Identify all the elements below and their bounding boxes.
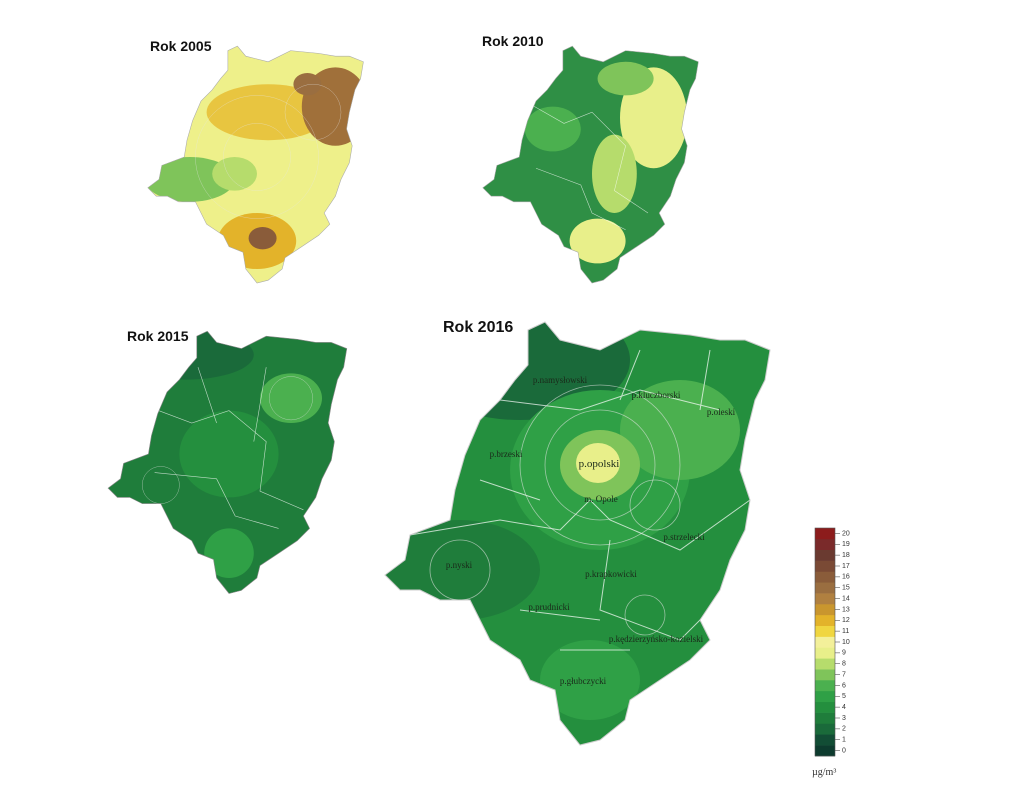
district-label: p.prudnicki [528, 602, 570, 612]
map-title: Rok 2015 [127, 328, 189, 344]
legend-tick-label: 18 [842, 552, 850, 559]
legend-swatch [815, 571, 835, 583]
legend-tick-label: 13 [842, 606, 850, 613]
legend-tick-label: 14 [842, 595, 850, 602]
legend-tick-label: 2 [842, 726, 846, 733]
district-label: p.kędzierzyńsko-kozielski [609, 634, 704, 644]
district-label: p.namysłowski [533, 375, 588, 385]
legend-swatch [815, 538, 835, 551]
legend-tick-label: 6 [842, 682, 846, 689]
legend-tick-label: 0 [842, 747, 846, 754]
legend-frame [814, 527, 836, 757]
map-title: Rok 2005 [150, 38, 212, 54]
legend-swatch [815, 734, 835, 746]
legend-swatch [815, 647, 835, 659]
district-labels: p.namysłowski p.kluczborski p.oleski p.b… [446, 375, 736, 686]
district-label: p.oleski [707, 407, 736, 417]
legend-tick-label: 11 [842, 628, 849, 635]
legend-swatch [815, 614, 835, 627]
map-2005 [147, 45, 364, 284]
legend-tick-label: 7 [842, 671, 846, 678]
map-2010 [482, 45, 699, 284]
legend-swatch [815, 745, 835, 757]
legend-swatch [815, 712, 835, 724]
district-label: p.krapkowicki [585, 569, 637, 579]
district-label: p.strzelecki [663, 532, 705, 542]
legend-tick-label: 12 [842, 617, 850, 624]
legend-swatch [815, 680, 835, 692]
legend-swatch [815, 560, 835, 572]
legend-swatch [815, 604, 835, 616]
legend-swatch [815, 582, 835, 594]
legend-swatch [815, 549, 835, 561]
legend-tick-label: 16 [842, 574, 850, 581]
district-label: p.nyski [446, 560, 473, 570]
map-title: Rok 2010 [482, 33, 544, 49]
legend-tick-label: 8 [842, 661, 846, 668]
legend-swatch [815, 625, 835, 637]
legend-swatch [815, 658, 835, 670]
legend-swatch [815, 669, 835, 681]
legend-tick-label: 17 [842, 563, 850, 570]
district-label: p.opolski [579, 458, 620, 470]
legend-swatch [815, 701, 835, 713]
legend-tick-label: 10 [842, 639, 850, 646]
legend-unit: µg/m³ [812, 767, 836, 778]
legend-swatch [815, 636, 835, 648]
legend-swatch [815, 723, 835, 735]
legend-swatch [815, 690, 835, 703]
district-label: m. Opole [584, 494, 618, 504]
legend-tick-label: 20 [842, 530, 850, 537]
legend-tick-label: 15 [842, 585, 850, 592]
legend-swatch [815, 593, 835, 605]
district-label: p.głubczycki [560, 676, 607, 686]
legend-tick-label: 5 [842, 693, 846, 700]
legend-tick-label: 4 [842, 704, 846, 711]
district-label: p.brzeski [490, 449, 523, 459]
legend-swatch [815, 528, 835, 540]
legend-tick-label: 9 [842, 650, 846, 657]
legend-tick-label: 1 [842, 737, 846, 744]
district-label: p.kluczborski [632, 390, 681, 400]
legend-tick-label: 3 [842, 715, 846, 722]
legend-tick-label: 19 [842, 541, 850, 548]
map-title: Rok 2016 [443, 319, 513, 336]
map-2015 [107, 330, 348, 594]
